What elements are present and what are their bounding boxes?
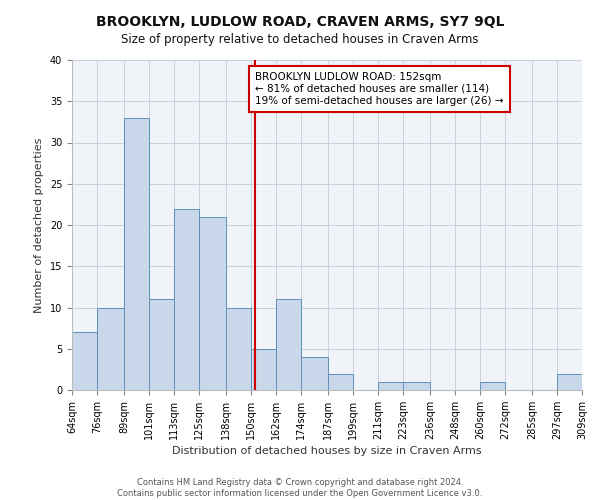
Text: Contains HM Land Registry data © Crown copyright and database right 2024.
Contai: Contains HM Land Registry data © Crown c… — [118, 478, 482, 498]
Bar — [403, 382, 430, 390]
Bar — [72, 332, 97, 390]
Bar — [301, 357, 328, 390]
Bar — [328, 374, 353, 390]
X-axis label: Distribution of detached houses by size in Craven Arms: Distribution of detached houses by size … — [172, 446, 482, 456]
Y-axis label: Number of detached properties: Number of detached properties — [34, 138, 44, 312]
Bar — [480, 382, 505, 390]
Bar — [199, 217, 226, 390]
Bar — [557, 374, 582, 390]
Bar — [97, 308, 124, 390]
Text: BROOKLYN LUDLOW ROAD: 152sqm
← 81% of detached houses are smaller (114)
19% of s: BROOKLYN LUDLOW ROAD: 152sqm ← 81% of de… — [255, 72, 503, 106]
Text: BROOKLYN, LUDLOW ROAD, CRAVEN ARMS, SY7 9QL: BROOKLYN, LUDLOW ROAD, CRAVEN ARMS, SY7 … — [96, 15, 504, 29]
Bar — [149, 299, 174, 390]
Bar — [124, 118, 149, 390]
Bar — [251, 349, 276, 390]
Bar — [378, 382, 403, 390]
Text: Size of property relative to detached houses in Craven Arms: Size of property relative to detached ho… — [121, 32, 479, 46]
Bar — [226, 308, 251, 390]
Bar — [276, 299, 301, 390]
Bar — [174, 208, 199, 390]
